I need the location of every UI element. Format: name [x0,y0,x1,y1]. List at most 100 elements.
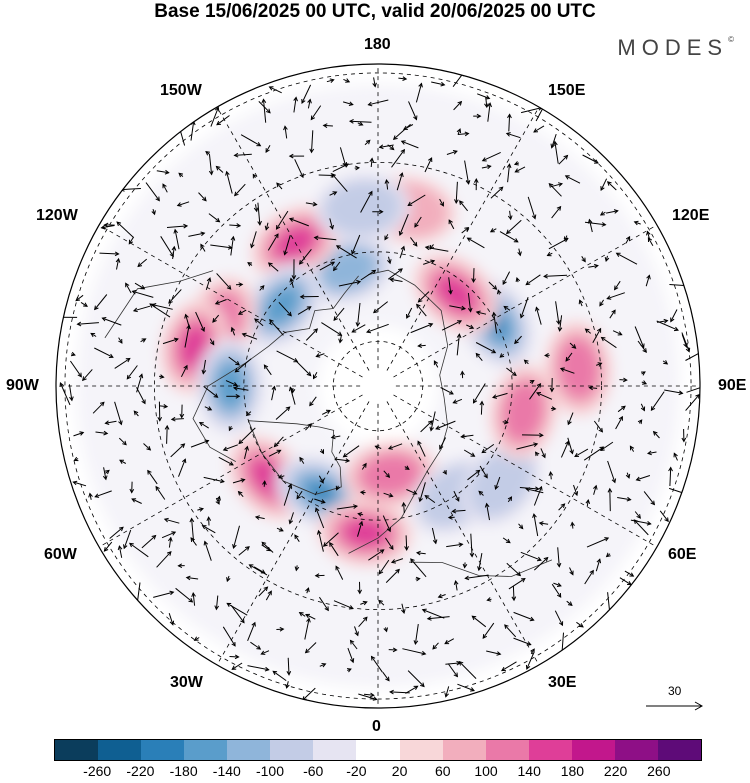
wind-vector [238,427,256,445]
wind-vector [118,437,127,446]
wind-vector [126,365,138,380]
wind-vector [159,403,169,409]
wind-vector [94,490,112,498]
reference-vector-label: 30 [668,684,682,698]
meridian-line [98,224,363,378]
wind-vector [431,81,446,87]
wind-vector [208,213,221,223]
meridian-line [216,401,370,666]
wind-vector [479,400,485,415]
wind-vector [206,516,212,526]
wind-vector [433,360,439,368]
wind-vector [466,324,475,329]
wind-vector [466,237,485,249]
wind-vector [662,360,669,365]
wind-vector [314,498,326,504]
wind-vector [205,150,211,156]
wind-vector [294,159,304,179]
wind-vector [421,608,445,619]
wind-vector [160,236,174,258]
wind-vector [208,154,214,176]
wind-vector [358,693,378,701]
wind-vector [357,121,364,126]
wind-vector [453,490,460,502]
wind-vector [504,624,517,638]
wind-vector [401,501,407,514]
wind-vector [410,322,434,334]
wind-vector [247,665,270,672]
wind-vector [318,173,336,178]
wind-vector [230,605,245,624]
wind-vector [553,582,562,587]
wind-vector [435,420,456,430]
wind-vector [615,252,638,265]
wind-vector [456,128,462,135]
wind-vector [228,425,233,432]
wind-vector [369,157,375,168]
wind-vector [442,469,447,475]
wind-vector [477,553,483,572]
wind-vector [564,235,569,242]
wind-vector [129,481,135,494]
coastline [192,275,359,462]
wind-vector [475,310,487,316]
colorbar-tick-label: -20 [346,763,367,779]
wind-vector [535,306,542,325]
wind-vector [298,248,312,265]
wind-vector [271,385,277,401]
wind-vector [491,311,498,334]
colorbar-tick-label: 20 [391,763,408,779]
wind-vector [257,202,262,226]
wind-vector [404,535,409,551]
wind-vector [549,377,555,393]
wind-vector [248,564,268,576]
wind-vector [115,257,121,270]
wind-vector [467,469,481,481]
wind-vector [406,307,413,319]
wind-vector [247,262,253,267]
wind-vector [585,498,591,507]
wind-vector [372,301,389,314]
lon-label-30e: 30E [548,674,577,691]
wind-vector [503,305,511,311]
wind-vector [530,648,535,655]
wind-vector [511,585,517,602]
wind-vector [387,144,395,151]
wind-vector [457,131,470,137]
brand-logo: MODES© [617,35,734,61]
wind-vector [73,431,85,437]
colorbar-swatch [614,740,658,760]
wind-vector [128,542,149,558]
wind-vector [275,406,291,420]
wind-vector [170,416,184,422]
colorbar-swatch [442,740,486,760]
wind-vector [90,332,97,338]
wind-vector [506,163,512,183]
wind-vector [408,101,418,121]
wind-vector [617,496,632,502]
colorbar-tick-label: -220 [126,763,155,779]
wind-vector [489,228,497,233]
wind-vector [499,231,519,243]
wind-vector [184,324,191,348]
wind-vector [532,513,539,537]
wind-vector [336,504,359,510]
wind-vector [198,421,209,429]
wind-vector [361,462,367,470]
wind-vector [330,434,341,440]
wind-vector [402,124,414,130]
wind-vector [342,101,354,106]
wind-vector [141,534,157,549]
wind-vector [114,357,131,369]
wind-vector [179,404,185,419]
wind-vector [101,317,122,326]
colorbar-tick-label: 140 [517,763,541,779]
wind-vector [176,201,190,207]
colorbar-tick-label: -60 [303,763,324,779]
wind-vector [216,115,230,126]
wind-vector [357,581,363,595]
wind-vector [351,324,366,333]
wind-vector [185,575,199,581]
wind-vector [262,480,267,487]
wind-vector [218,456,234,466]
